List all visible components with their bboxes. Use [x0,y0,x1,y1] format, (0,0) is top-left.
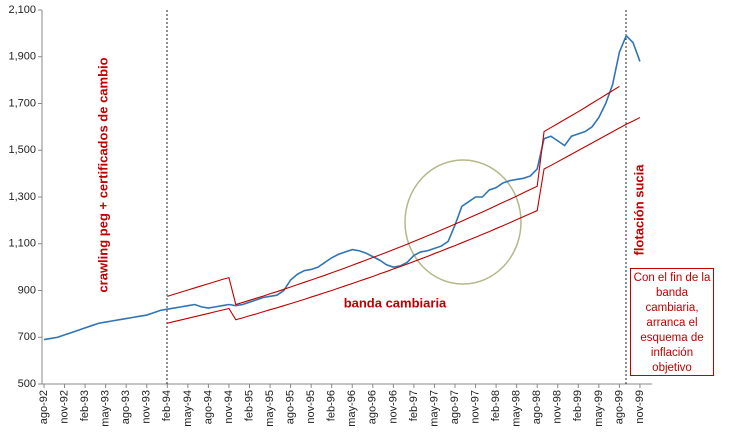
annotation: flotación sucia [631,164,646,256]
x-tick-label: feb-97 [408,390,420,421]
x-tick-label: nov-97 [469,390,481,424]
x-tick-label: may-99 [593,390,605,427]
y-tick-label: 2,100 [8,4,36,16]
x-tick-label: ago-98 [531,390,543,424]
series-line [43,34,641,341]
x-tick-label: ago-94 [202,390,214,424]
y-tick-label: 1,300 [8,191,36,203]
x-tick-label: nov-92 [58,390,70,424]
x-tick-label: ago-95 [285,390,297,424]
x-tick-label: ago-99 [613,390,625,424]
y-tick-label: 1,500 [8,144,36,156]
x-tick-label: ago-92 [38,390,50,424]
y-tick-label: 1,100 [8,238,36,250]
x-tick-label: may-97 [428,390,440,427]
x-tick-label: may-95 [264,390,276,427]
x-tick-label: feb-98 [490,390,502,421]
x-tick-label: nov-93 [141,390,153,424]
x-tick-label: may-93 [100,390,112,427]
x-tick-label: nov-98 [552,390,564,424]
y-tick-label: 1,900 [8,51,36,63]
y-tick-label: 900 [18,284,36,296]
annotation: crawling peg + certificados de cambio [95,57,110,292]
highlight-circle [404,159,522,285]
x-tick-label: feb-95 [243,390,255,421]
series-line [167,117,641,324]
x-tick-label: nov-94 [223,390,235,424]
x-tick-label: feb-94 [161,390,173,421]
x-tick-label: nov-99 [634,390,646,424]
x-tick-label: feb-96 [326,390,338,421]
y-tick-label: 500 [18,378,36,390]
y-tick-label: 700 [18,331,36,343]
annotation: banda cambiaria [344,295,447,310]
x-tick-label: may-94 [182,390,194,427]
x-tick-label: feb-93 [79,390,91,421]
x-tick-label: nov-96 [387,390,399,424]
x-tick-label: may-96 [346,390,358,427]
x-tick-label: ago-93 [120,390,132,424]
x-tick-label: ago-96 [367,390,379,424]
x-tick-label: ago-97 [449,390,461,424]
y-tick-label: 1,700 [8,97,36,109]
x-tick-label: feb-99 [572,390,584,421]
x-tick-label: nov-95 [305,390,317,424]
annotation-box: Con el fin de la banda cambiaria, arranc… [630,268,714,376]
series-line [167,85,620,306]
x-tick-label: may-98 [511,390,523,427]
